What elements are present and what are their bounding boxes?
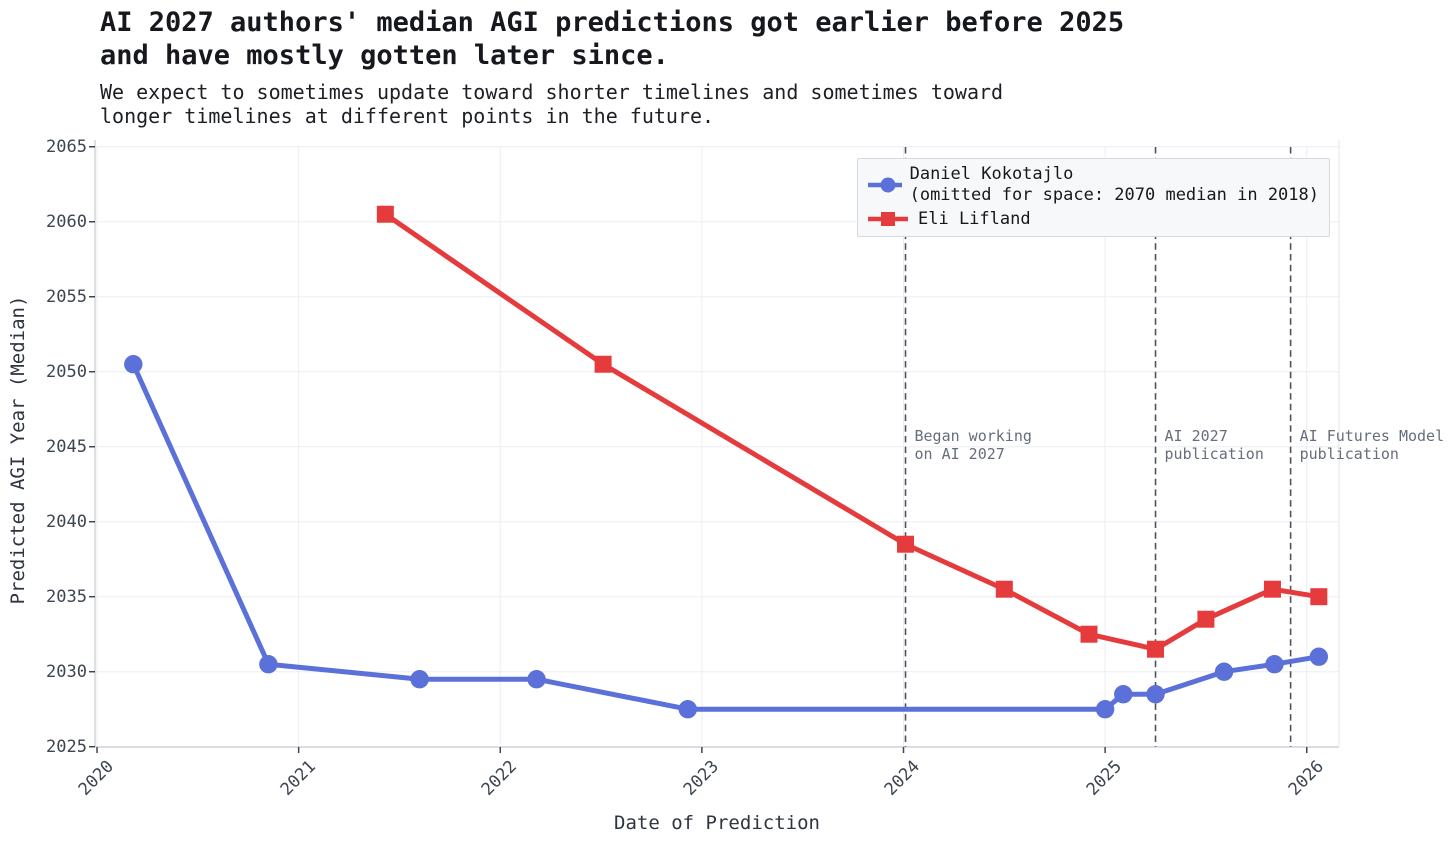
gridlines [95, 146, 1339, 748]
y-tick-label: 2040 [46, 511, 87, 532]
event-line-label-line: on AI 2027 [914, 445, 1005, 463]
data-point-eli-lifland [1310, 588, 1328, 606]
event-line-label-line: publication [1164, 445, 1264, 463]
data-point-eli-lifland [1263, 580, 1281, 598]
y-tick-label: 2065 [46, 136, 87, 157]
y-tick-label: 2060 [46, 211, 87, 232]
y-tick-label: 2030 [46, 661, 87, 682]
legend-item-eli-lifland: Eli Lifland [866, 208, 1319, 230]
axes-spines [89, 140, 1340, 753]
circle-marker-icon [868, 177, 902, 193]
data-point-eli-lifland [897, 535, 915, 553]
legend-label-line: Daniel Kokotajlo [909, 164, 1074, 184]
data-point-daniel-kokotajlo [1146, 685, 1165, 704]
x-axis-label: Date of Prediction [614, 812, 820, 834]
chart-title: AI 2027 authors' median AGI predictions … [100, 7, 1125, 71]
event-line-label-line: AI 2027 [1164, 427, 1228, 445]
data-point-eli-lifland [995, 580, 1013, 598]
event-line-label: AI Futures Model publication [1300, 427, 1445, 463]
data-point-daniel-kokotajlo [124, 355, 143, 374]
event-line-label: AI 2027 publication [1165, 427, 1264, 463]
event-line-label-line: publication [1299, 445, 1399, 463]
square-marker-icon [868, 212, 908, 226]
event-line-label: Began working on AI 2027 [915, 427, 1032, 463]
data-point-daniel-kokotajlo [1265, 655, 1284, 674]
data-point-eli-lifland [1197, 610, 1215, 628]
data-point-daniel-kokotajlo [678, 700, 697, 719]
series-daniel-kokotajlo [124, 355, 1329, 719]
data-point-daniel-kokotajlo [259, 655, 278, 674]
legend-item-label: Eli Lifland [918, 209, 1031, 230]
data-point-daniel-kokotajlo [1114, 685, 1133, 704]
y-tick-label: 2025 [46, 736, 87, 757]
y-tick-label: 2055 [46, 286, 87, 307]
legend-label-line: Eli Lifland [918, 208, 1031, 229]
series-eli-lifland [376, 205, 1328, 658]
data-point-daniel-kokotajlo [527, 670, 546, 689]
data-point-daniel-kokotajlo [1309, 647, 1329, 666]
data-point-daniel-kokotajlo [410, 670, 429, 689]
event-line-label-line: Began working [914, 427, 1032, 445]
data-point-eli-lifland [1080, 625, 1098, 643]
y-tick-label: 2035 [46, 586, 87, 607]
data-point-eli-lifland [1147, 640, 1165, 658]
legend-item-daniel-kokotajlo: Daniel Kokotajlo (omitted for space: 2070… [866, 164, 1319, 206]
event-line-label-line: AI Futures Model [1299, 427, 1445, 445]
legend-label-line: (omitted for space: 2070 median in 2018) [909, 185, 1319, 205]
data-point-eli-lifland [594, 355, 612, 373]
y-tick-label: 2045 [46, 436, 87, 457]
chart-subtitle: We expect to sometimes update toward sho… [100, 80, 1004, 128]
legend: Daniel Kokotajlo (omitted for space: 2070… [857, 158, 1330, 237]
data-point-daniel-kokotajlo [1095, 700, 1115, 719]
data-point-daniel-kokotajlo [1214, 662, 1234, 681]
data-point-eli-lifland [376, 205, 394, 223]
y-tick-label: 2050 [46, 361, 87, 382]
legend-item-label: Daniel Kokotajlo (omitted for space: 2070… [910, 164, 1319, 206]
